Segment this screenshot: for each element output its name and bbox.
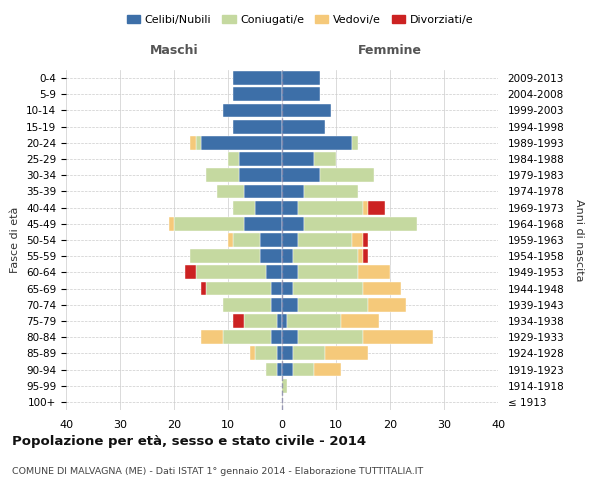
- Bar: [260, 233, 282, 247]
- Bar: [255, 200, 282, 214]
- Bar: [206, 282, 271, 296]
- Bar: [298, 330, 363, 344]
- Bar: [304, 184, 358, 198]
- Bar: [282, 217, 304, 230]
- Bar: [201, 282, 206, 296]
- Bar: [282, 362, 293, 376]
- Text: COMUNE DI MALVAGNA (ME) - Dati ISTAT 1° gennaio 2014 - Elaborazione TUTTITALIA.I: COMUNE DI MALVAGNA (ME) - Dati ISTAT 1° …: [12, 468, 423, 476]
- Bar: [190, 136, 196, 149]
- Bar: [282, 346, 293, 360]
- Bar: [304, 217, 417, 230]
- Bar: [282, 314, 287, 328]
- Bar: [352, 136, 358, 149]
- Bar: [314, 152, 336, 166]
- Bar: [277, 346, 282, 360]
- Bar: [368, 200, 385, 214]
- Bar: [282, 71, 320, 85]
- Bar: [282, 282, 293, 296]
- Bar: [298, 200, 363, 214]
- Bar: [282, 168, 320, 182]
- Bar: [320, 168, 374, 182]
- Bar: [341, 314, 379, 328]
- Bar: [282, 104, 331, 118]
- Bar: [298, 266, 358, 280]
- Bar: [282, 136, 352, 149]
- Bar: [363, 233, 368, 247]
- Bar: [287, 314, 341, 328]
- Bar: [244, 217, 282, 230]
- Legend: Celibi/Nubili, Coniugati/e, Vedovi/e, Divorziati/e: Celibi/Nubili, Coniugati/e, Vedovi/e, Di…: [122, 10, 478, 29]
- Bar: [282, 200, 298, 214]
- Text: Maschi: Maschi: [149, 44, 199, 57]
- Bar: [277, 362, 282, 376]
- Bar: [223, 330, 271, 344]
- Bar: [293, 362, 314, 376]
- Bar: [228, 152, 239, 166]
- Bar: [271, 282, 282, 296]
- Bar: [255, 346, 277, 360]
- Bar: [174, 217, 244, 230]
- Bar: [282, 330, 298, 344]
- Bar: [271, 330, 282, 344]
- Bar: [244, 184, 282, 198]
- Bar: [244, 314, 277, 328]
- Bar: [260, 250, 282, 263]
- Bar: [363, 282, 401, 296]
- Bar: [239, 152, 282, 166]
- Bar: [239, 168, 282, 182]
- Bar: [325, 346, 368, 360]
- Bar: [217, 184, 244, 198]
- Bar: [282, 379, 287, 392]
- Bar: [282, 152, 314, 166]
- Bar: [363, 250, 368, 263]
- Bar: [228, 233, 233, 247]
- Bar: [282, 184, 304, 198]
- Bar: [233, 314, 244, 328]
- Bar: [223, 298, 271, 312]
- Bar: [282, 266, 298, 280]
- Bar: [223, 104, 282, 118]
- Bar: [266, 266, 282, 280]
- Y-axis label: Anni di nascita: Anni di nascita: [574, 198, 584, 281]
- Bar: [233, 71, 282, 85]
- Bar: [358, 250, 363, 263]
- Bar: [271, 298, 282, 312]
- Bar: [206, 168, 239, 182]
- Bar: [201, 136, 282, 149]
- Bar: [282, 298, 298, 312]
- Bar: [314, 362, 341, 376]
- Bar: [368, 298, 406, 312]
- Bar: [293, 282, 363, 296]
- Bar: [282, 233, 298, 247]
- Text: Femmine: Femmine: [358, 44, 422, 57]
- Bar: [250, 346, 255, 360]
- Bar: [293, 346, 325, 360]
- Bar: [190, 250, 260, 263]
- Text: Popolazione per età, sesso e stato civile - 2014: Popolazione per età, sesso e stato civil…: [12, 435, 366, 448]
- Bar: [233, 233, 260, 247]
- Bar: [298, 233, 352, 247]
- Bar: [363, 330, 433, 344]
- Bar: [233, 200, 255, 214]
- Bar: [358, 266, 390, 280]
- Bar: [266, 362, 277, 376]
- Y-axis label: Fasce di età: Fasce di età: [10, 207, 20, 273]
- Bar: [196, 136, 201, 149]
- Bar: [282, 250, 293, 263]
- Bar: [185, 266, 196, 280]
- Bar: [293, 250, 358, 263]
- Bar: [298, 298, 368, 312]
- Bar: [233, 120, 282, 134]
- Bar: [277, 314, 282, 328]
- Bar: [169, 217, 174, 230]
- Bar: [196, 266, 266, 280]
- Bar: [201, 330, 223, 344]
- Bar: [282, 120, 325, 134]
- Bar: [233, 88, 282, 101]
- Bar: [363, 200, 368, 214]
- Bar: [282, 88, 320, 101]
- Bar: [352, 233, 363, 247]
